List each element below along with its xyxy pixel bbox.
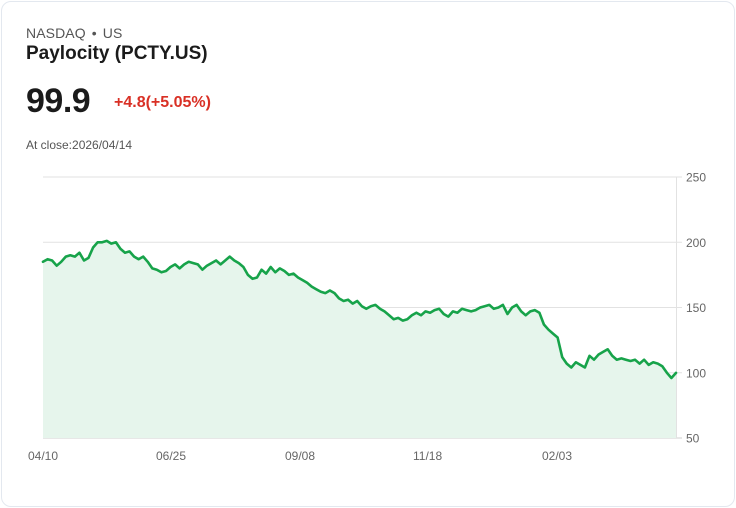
y-tick-label: 50 [686,432,700,446]
y-tick-label: 100 [686,366,706,380]
y-tick-label: 200 [686,236,706,250]
price-line[interactable] [41,239,678,380]
x-tick-label: 11/18 [413,449,442,463]
exchange-name: NASDAQ [26,25,86,41]
price-area-fill [43,240,676,438]
x-tick-label: 04/10 [28,449,58,463]
market-name: US [102,25,123,41]
y-tick-label: 250 [686,171,706,185]
current-price: 99.9 [26,82,91,120]
close-date: At close:2026/04/14 [26,138,133,152]
x-tick-label: 02/03 [542,449,572,463]
exchange-line: NASDAQ • US [26,25,122,41]
y-tick-label: 150 [686,301,706,315]
separator-dot: • [91,25,97,41]
x-tick-label: 06/25 [156,449,186,463]
y-axis: 250 200 150 100 50 [686,171,706,446]
price-change: +4.8(+5.05%) [114,94,211,111]
stock-title: Paylocity (PCTY.US) [26,43,208,64]
x-tick-label: 09/08 [285,449,315,463]
x-axis: 04/10 06/25 09/08 11/18 02/03 [28,449,572,463]
